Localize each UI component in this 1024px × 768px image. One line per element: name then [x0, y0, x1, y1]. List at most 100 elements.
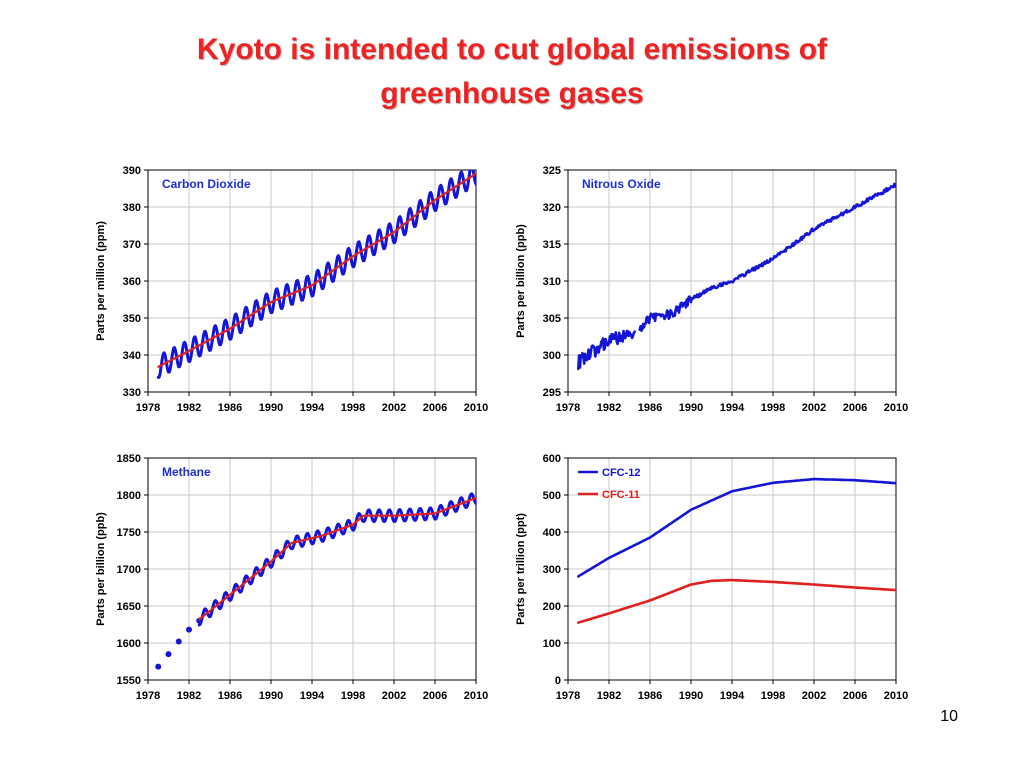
- y-tick-label: 1750: [117, 527, 141, 539]
- chart-title: Carbon Dioxide: [162, 177, 251, 191]
- y-tick-label: 300: [543, 350, 561, 362]
- trend-line: [157, 172, 476, 368]
- y-tick-label: 0: [555, 675, 561, 687]
- series-line: [577, 329, 636, 371]
- x-tick-label: 2006: [423, 690, 447, 702]
- y-tick-label: 380: [123, 202, 141, 214]
- x-tick-label: 2006: [423, 402, 447, 414]
- page-number: 10: [940, 708, 958, 725]
- slide-title: Kyoto is intended to cut global emission…: [40, 28, 984, 116]
- data-point: [186, 626, 192, 633]
- y-axis-label: Parts per trillion (ppt): [515, 513, 527, 625]
- x-tick-label: 1982: [597, 690, 621, 702]
- x-tick-label: 1998: [341, 690, 365, 702]
- series-line: [577, 477, 896, 578]
- x-tick-label: 1994: [720, 402, 745, 414]
- legend-label: CFC-12: [602, 467, 641, 479]
- y-tick-label: 340: [123, 350, 141, 362]
- x-tick-label: 1990: [259, 402, 283, 414]
- x-tick-label: 1994: [300, 690, 325, 702]
- grid: [148, 170, 476, 392]
- n2o-chart: 1978 1982 1986 1990 1994 1998 2002 2006 2010 295 3…: [508, 158, 908, 420]
- y-tick-label: 200: [543, 601, 561, 613]
- y-tick-label: 315: [543, 239, 561, 251]
- x-tick-label: 2010: [884, 690, 908, 702]
- grid: [568, 458, 896, 680]
- plot-area: [155, 492, 476, 670]
- y-tick-label: 100: [543, 638, 561, 650]
- x-tick-label: 2010: [884, 402, 908, 414]
- series-line: [577, 578, 896, 624]
- legend-label: CFC-11: [602, 489, 640, 501]
- series-line: [197, 492, 476, 627]
- data-point: [155, 663, 162, 670]
- x-tick-label: 1986: [638, 690, 662, 702]
- slide-title-line-1: Kyoto is intended to cut global emission…: [196, 33, 828, 66]
- y-tick-label: 400: [543, 527, 561, 539]
- x-tick-label: 1986: [218, 402, 242, 414]
- data-point: [175, 638, 182, 645]
- y-tick-label: 1550: [117, 675, 141, 687]
- y-tick-label: 600: [543, 453, 561, 465]
- x-tick-label: 1978: [136, 402, 160, 414]
- y-tick-label: 1850: [117, 453, 141, 465]
- x-tick-label: 1986: [218, 690, 242, 702]
- y-tick-label: 1800: [117, 490, 141, 502]
- y-tick-label: 320: [543, 202, 561, 214]
- x-tick-label: 2002: [382, 402, 406, 414]
- x-tick-label: 1998: [761, 402, 785, 414]
- x-tick-label: 2002: [802, 690, 826, 702]
- y-tick-label: 305: [543, 313, 561, 325]
- axes: 1978 1982 1986 1990 1994 1998 2002 2006 2010 330 3…: [123, 165, 489, 414]
- y-tick-label: 295: [543, 387, 561, 399]
- data-point: [165, 651, 172, 658]
- x-tick-label: 2002: [802, 402, 826, 414]
- axes: 1978 1982 1986 1990 1994 1998 2002 2006 2010 1550…: [117, 453, 489, 702]
- series-line: [638, 295, 693, 332]
- x-tick-label: 1982: [177, 402, 201, 414]
- chart-title: Nitrous Oxide: [582, 177, 661, 191]
- x-tick-label: 1990: [679, 402, 703, 414]
- x-tick-label: 2010: [464, 690, 488, 702]
- y-tick-label: 360: [123, 276, 141, 288]
- y-tick-label: 330: [123, 387, 141, 399]
- x-tick-label: 1978: [556, 402, 580, 414]
- plot-area: [577, 477, 896, 624]
- y-tick-label: 390: [123, 165, 141, 177]
- chart-title: Methane: [162, 465, 211, 479]
- x-tick-label: 2006: [843, 690, 867, 702]
- x-tick-label: 2010: [464, 402, 488, 414]
- y-tick-label: 1600: [117, 638, 141, 650]
- y-tick-label: 1700: [117, 564, 141, 576]
- y-axis-label: Parts per billion (ppb): [95, 512, 107, 626]
- x-tick-label: 1990: [259, 690, 283, 702]
- y-tick-label: 500: [543, 490, 561, 502]
- y-tick-label: 370: [123, 239, 141, 251]
- y-axis-label: Parts per million (ppm): [95, 221, 107, 341]
- series-line: [156, 170, 476, 379]
- co2-chart: 1978 1982 1986 1990 1994 1998 2002 2006 2010 330 3…: [88, 158, 488, 420]
- x-tick-label: 1986: [638, 402, 662, 414]
- series-line: [689, 182, 896, 303]
- axes: 1978 1982 1986 1990 1994 1998 2002 2006 2010 0 100…: [543, 453, 909, 702]
- y-tick-label: 325: [543, 165, 561, 177]
- x-tick-label: 1982: [177, 690, 201, 702]
- trend-line: [198, 496, 476, 621]
- x-tick-label: 1978: [556, 690, 580, 702]
- x-tick-label: 1998: [761, 690, 785, 702]
- x-tick-label: 1990: [679, 690, 703, 702]
- x-tick-label: 1994: [720, 690, 745, 702]
- y-tick-label: 310: [543, 276, 561, 288]
- y-axis-label: Parts per billion (ppb): [515, 224, 527, 338]
- methane-chart: 1978 1982 1986 1990 1994 1998 2002 2006 2010 1550…: [88, 446, 488, 708]
- y-tick-label: 300: [543, 564, 561, 576]
- legend: CFC-12 CFC-11: [578, 467, 641, 501]
- x-tick-label: 2002: [382, 690, 406, 702]
- x-tick-label: 2006: [843, 402, 867, 414]
- x-tick-label: 1978: [136, 690, 160, 702]
- plot-area: [156, 170, 476, 379]
- x-tick-label: 1994: [300, 402, 325, 414]
- cfc-chart: 1978 1982 1986 1990 1994 1998 2002 2006 2010 0 100…: [508, 446, 908, 708]
- y-tick-label: 1650: [117, 601, 141, 613]
- y-tick-label: 350: [123, 313, 141, 325]
